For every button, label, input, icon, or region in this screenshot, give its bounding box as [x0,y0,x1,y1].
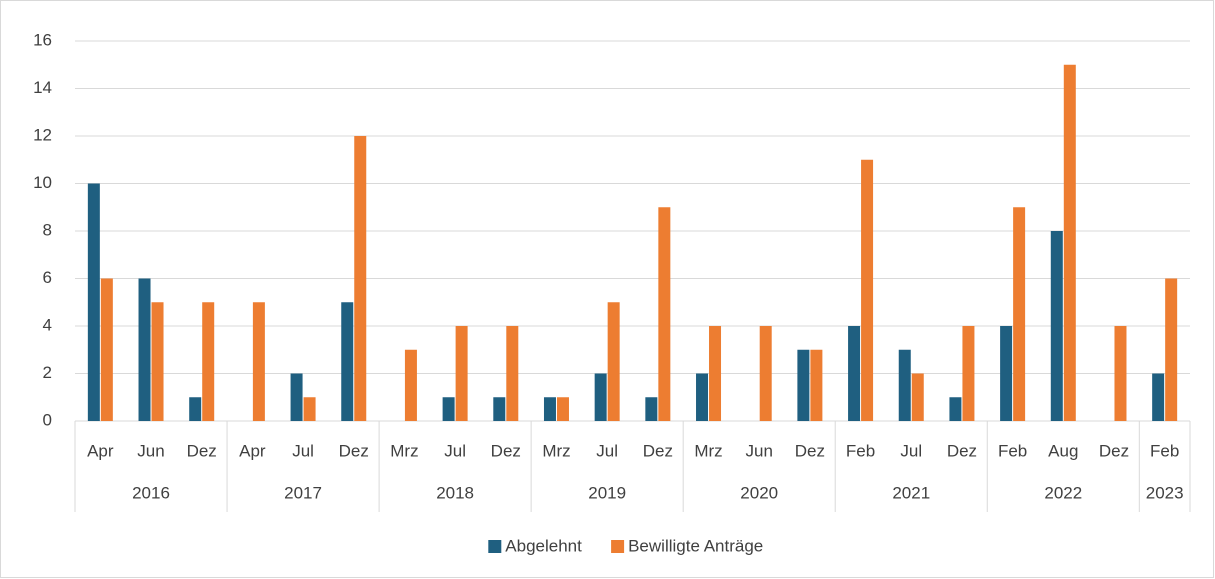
x-tick-label: Dez [643,441,673,460]
x-tick-label: Mrz [542,441,570,460]
bar [810,349,823,421]
y-tick-label: 6 [43,268,52,287]
x-tick-label: Feb [1150,441,1179,460]
bar [1013,207,1026,421]
bar [493,397,506,421]
group-label: 2020 [740,483,778,502]
bar [1000,326,1013,421]
group-label: 2021 [892,483,930,502]
bar [709,326,722,421]
group-label: 2016 [132,483,170,502]
x-tick-label: Jul [444,441,466,460]
x-tick-label: Jun [137,441,164,460]
bar [506,326,519,421]
bar [759,326,772,421]
bar [87,183,100,421]
bar [861,159,874,421]
bar [658,207,671,421]
bar [1050,231,1063,421]
x-tick-label: Apr [239,441,266,460]
bar [696,373,709,421]
bar [404,349,417,421]
bar [1165,278,1178,421]
x-tick-label: Apr [87,441,114,460]
y-tick-label: 16 [33,30,52,49]
bar [645,397,658,421]
y-tick-label: 0 [43,410,52,429]
bar [1152,373,1165,421]
x-tick-label: Jul [900,441,922,460]
y-tick-label: 14 [33,78,52,97]
bar [607,302,620,421]
x-tick-label: Mrz [694,441,722,460]
group-label: 2022 [1044,483,1082,502]
bar [797,349,810,421]
bar [949,397,962,421]
legend-swatch [611,540,625,553]
bar [898,349,911,421]
bar [100,278,113,421]
x-tick-label: Dez [795,441,825,460]
bar [341,302,354,421]
bar [354,136,367,421]
x-tick-label: Jul [292,441,314,460]
y-tick-label: 8 [43,220,52,239]
y-tick-label: 2 [43,363,52,382]
bar [848,326,861,421]
group-label: 2023 [1146,483,1184,502]
bar [556,397,569,421]
bar [303,397,316,421]
legend-label: Abgelehnt [505,536,582,555]
bar [543,397,556,421]
x-tick-label: Jun [745,441,772,460]
group-label: 2018 [436,483,474,502]
bar [911,373,924,421]
x-tick-label: Mrz [390,441,418,460]
bar [1114,326,1127,421]
x-tick-label: Dez [947,441,977,460]
bar [594,373,607,421]
legend-swatch [488,540,502,553]
bar [138,278,151,421]
y-tick-label: 10 [33,173,52,192]
bar [189,397,202,421]
bar [202,302,215,421]
x-tick-label: Dez [491,441,521,460]
bar [1063,64,1076,421]
bar [442,397,455,421]
bar [962,326,975,421]
bar [455,326,468,421]
x-tick-label: Feb [998,441,1027,460]
x-tick-label: Aug [1048,441,1078,460]
bar [290,373,303,421]
legend-label: Bewilligte Anträge [628,536,763,555]
x-tick-label: Jul [596,441,618,460]
x-tick-label: Dez [1099,441,1129,460]
x-tick-label: Feb [846,441,875,460]
group-label: 2019 [588,483,626,502]
group-label: 2017 [284,483,322,502]
y-tick-label: 12 [33,125,52,144]
bar [252,302,265,421]
y-tick-label: 4 [43,315,52,334]
x-tick-label: Dez [187,441,217,460]
bar [151,302,164,421]
x-tick-label: Dez [339,441,369,460]
